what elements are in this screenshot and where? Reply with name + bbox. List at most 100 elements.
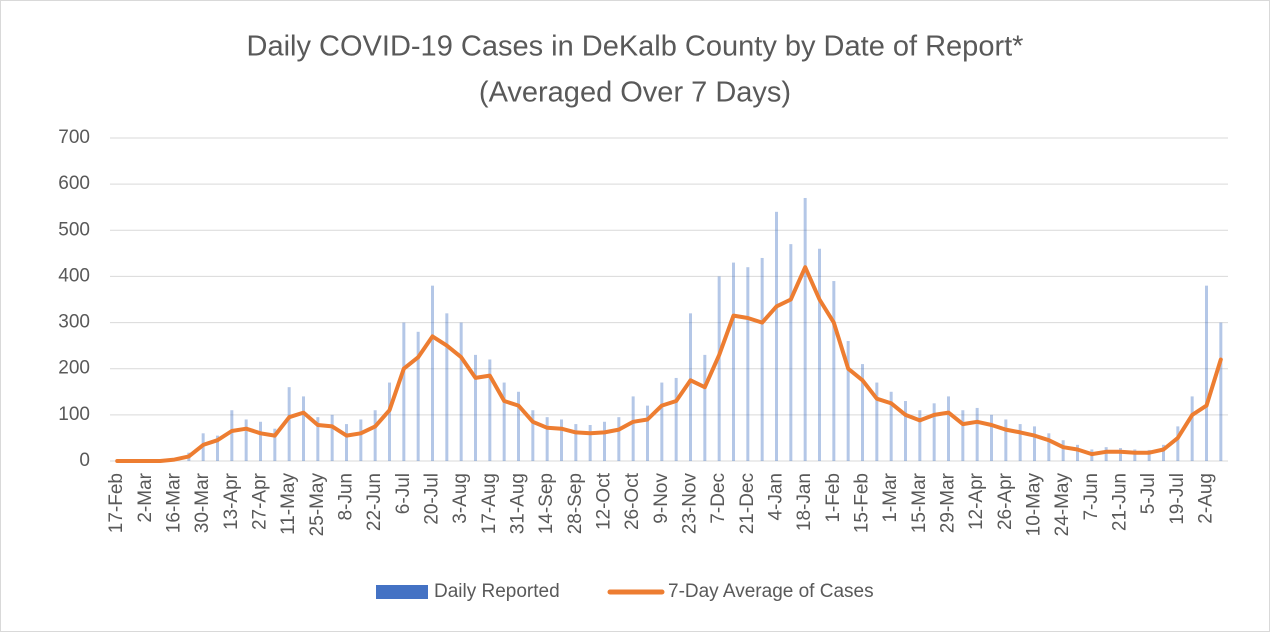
x-tick-label: 21-Jun	[1110, 473, 1131, 531]
bar	[1104, 447, 1108, 461]
x-tick-label: 16-Mar	[164, 472, 185, 533]
x-tick-label: 5-Jul	[1138, 473, 1159, 514]
bar	[990, 414, 993, 461]
x-tick-label: 17-Aug	[479, 473, 500, 534]
legend-label: 7-Day Average of Cases	[668, 581, 874, 602]
x-tick-label: 9-Nov	[651, 473, 672, 524]
x-tick-label: 15-Mar	[909, 472, 930, 533]
bar	[875, 382, 879, 461]
x-tick-label: 4-Jan	[766, 473, 787, 521]
y-tick-label: 200	[58, 358, 90, 379]
x-tick-label: 28-Sep	[565, 473, 586, 534]
bar	[1033, 426, 1036, 461]
x-tick-label: 14-Sep	[536, 473, 557, 534]
x-tick-label: 3-Aug	[450, 473, 471, 524]
legend-swatch	[376, 585, 428, 599]
bar	[1147, 449, 1151, 461]
bar	[832, 281, 836, 461]
bar	[560, 419, 563, 461]
bar	[345, 424, 348, 461]
bar	[1004, 419, 1008, 461]
bar	[889, 391, 893, 461]
x-tick-label: 6-Jul	[393, 473, 414, 514]
bar	[861, 364, 864, 461]
bar	[947, 396, 950, 461]
legend-label: Daily Reported	[434, 581, 560, 602]
bar	[1076, 444, 1079, 461]
chart-title: Daily COVID-19 Cases in DeKalb County by…	[247, 31, 1024, 63]
x-tick-label: 2-Mar	[135, 472, 156, 522]
bar	[316, 417, 320, 461]
bar	[789, 244, 793, 461]
bar	[1133, 449, 1137, 461]
bar	[1047, 433, 1051, 461]
bar	[904, 401, 907, 461]
x-tick-label: 12-Oct	[594, 472, 615, 530]
x-tick-label: 10-May	[1024, 473, 1045, 537]
x-tick-label: 19-Jul	[1167, 473, 1188, 525]
x-tick-label: 18-Jan	[794, 473, 815, 531]
bar	[302, 396, 305, 461]
x-tick-label: 1-Mar	[880, 472, 901, 522]
bar	[431, 285, 434, 461]
bar	[932, 403, 936, 461]
y-tick-label: 100	[58, 404, 90, 425]
bar	[1205, 285, 1208, 461]
x-tick-label: 21-Dec	[737, 473, 758, 534]
bar	[631, 396, 635, 461]
bar	[230, 410, 234, 461]
x-tick-label: 20-Jul	[422, 473, 443, 525]
x-tick-label: 29-Mar	[938, 472, 959, 533]
y-tick-label: 300	[58, 312, 90, 333]
bar	[1190, 396, 1194, 461]
bar	[1219, 322, 1223, 461]
x-tick-label: 22-Jun	[364, 473, 385, 531]
bar	[287, 387, 291, 461]
x-tick-label: 1-Feb	[823, 473, 844, 523]
y-tick-label: 400	[58, 265, 90, 286]
bar	[330, 414, 334, 461]
bar	[244, 419, 248, 461]
x-tick-label: 25-May	[307, 473, 328, 537]
bar	[402, 322, 406, 461]
bar	[259, 421, 262, 461]
bar	[531, 410, 535, 461]
x-tick-label: 24-May	[1052, 473, 1073, 537]
bar	[388, 382, 391, 461]
bar	[445, 313, 449, 461]
average-line	[115, 265, 1223, 463]
y-tick-label: 700	[58, 127, 90, 148]
x-tick-label: 26-Oct	[622, 472, 643, 530]
x-tick-label: 7-Dec	[708, 473, 729, 524]
x-tick-label: 8-Jun	[336, 473, 357, 521]
bar	[373, 410, 377, 461]
bar	[760, 257, 764, 461]
bar	[746, 267, 750, 461]
bar	[674, 377, 678, 461]
bar	[646, 405, 649, 461]
bar	[273, 428, 277, 461]
x-tick-label: 27-Apr	[250, 472, 271, 530]
bar	[961, 410, 965, 461]
bar	[603, 421, 606, 461]
x-tick-label: 7-Jun	[1081, 473, 1102, 521]
x-tick-label: 13-Apr	[221, 472, 242, 530]
bar	[975, 407, 979, 461]
x-tick-label: 23-Nov	[680, 473, 701, 535]
bar	[1119, 448, 1122, 461]
bar	[732, 262, 735, 461]
y-tick-label: 0	[79, 450, 90, 471]
bar	[459, 322, 463, 461]
bar	[717, 276, 721, 461]
x-tick-label: 11-May	[278, 473, 299, 535]
bar	[1176, 426, 1180, 461]
x-tick-label: 15-Feb	[852, 473, 873, 533]
bar	[1162, 444, 1165, 461]
bar	[703, 354, 707, 461]
bar	[502, 382, 506, 461]
x-tick-label: 31-Aug	[508, 473, 529, 534]
bar	[416, 331, 420, 461]
bar	[689, 313, 692, 461]
